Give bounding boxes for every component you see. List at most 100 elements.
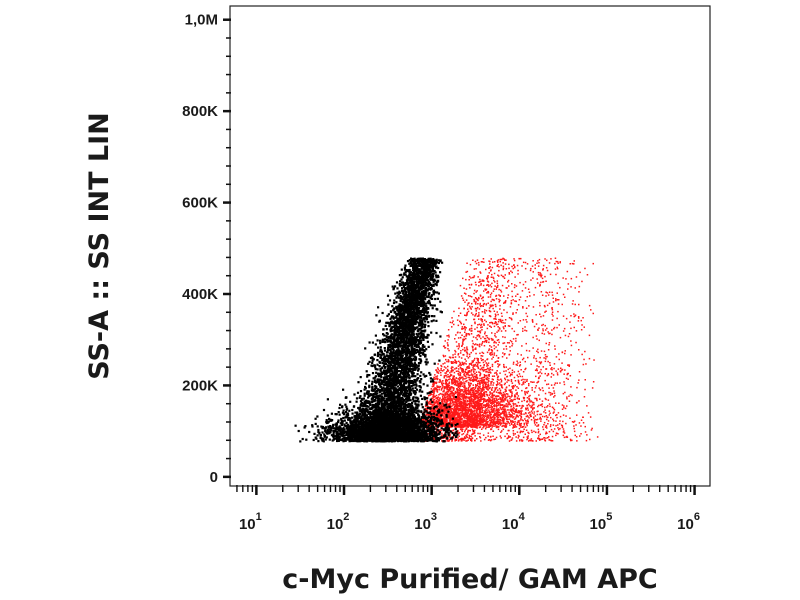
data-point <box>477 403 479 405</box>
data-point <box>537 260 539 262</box>
data-point <box>544 439 546 441</box>
data-point <box>476 290 478 292</box>
data-point <box>533 391 536 393</box>
data-point <box>436 386 439 389</box>
data-point <box>451 392 453 395</box>
data-point <box>508 371 511 374</box>
data-point <box>446 399 449 401</box>
data-point <box>471 306 473 308</box>
data-point <box>499 421 501 423</box>
data-point <box>455 401 458 404</box>
data-point <box>463 390 466 392</box>
data-point <box>470 327 473 330</box>
data-point <box>515 285 518 287</box>
data-point <box>492 290 495 292</box>
data-point <box>431 407 434 409</box>
data-point <box>486 418 488 420</box>
data-point <box>483 380 485 382</box>
data-point <box>575 330 578 332</box>
data-point <box>443 375 446 377</box>
data-point <box>488 348 491 350</box>
data-point <box>480 283 482 285</box>
data-point <box>475 427 478 429</box>
data-point <box>503 277 506 279</box>
data-point <box>507 368 509 371</box>
data-point <box>483 364 485 366</box>
data-point <box>466 311 469 314</box>
data-point <box>433 411 435 414</box>
data-point <box>552 297 554 299</box>
data-point <box>464 327 466 329</box>
data-point <box>434 410 436 412</box>
data-point <box>480 392 482 394</box>
data-point <box>503 258 505 260</box>
data-point <box>457 410 460 412</box>
data-point <box>540 438 542 441</box>
data-point <box>458 344 460 347</box>
data-point <box>426 409 428 411</box>
data-point <box>546 406 548 408</box>
data-point <box>485 374 487 377</box>
data-point <box>459 352 462 354</box>
data-point <box>488 384 490 387</box>
data-point <box>477 405 480 407</box>
data-point <box>542 323 544 326</box>
data-point <box>435 376 437 378</box>
data-point <box>479 416 482 418</box>
data-point <box>430 397 433 400</box>
data-point <box>460 421 462 423</box>
data-point <box>466 417 469 420</box>
data-point <box>447 396 449 398</box>
data-point <box>449 386 452 388</box>
data-point <box>476 412 479 414</box>
data-point <box>475 337 477 339</box>
data-point <box>482 434 485 436</box>
data-point <box>461 406 464 408</box>
data-point <box>538 262 540 264</box>
data-point <box>468 391 470 393</box>
data-point <box>482 336 484 338</box>
data-point <box>550 424 552 426</box>
data-point <box>547 416 549 418</box>
data-point <box>500 400 502 402</box>
data-point <box>483 391 486 393</box>
data-point <box>437 407 440 410</box>
data-point <box>538 273 540 276</box>
data-point <box>432 385 434 388</box>
data-point <box>462 389 464 391</box>
data-point <box>472 432 474 435</box>
data-point <box>534 387 537 389</box>
data-point <box>540 361 543 363</box>
data-point <box>489 421 492 424</box>
data-point <box>452 387 455 389</box>
data-point <box>468 367 470 369</box>
data-point <box>497 398 500 400</box>
data-point <box>473 368 475 370</box>
data-point <box>484 409 487 411</box>
data-point <box>489 412 491 415</box>
data-point <box>504 373 507 376</box>
data-point <box>433 381 436 383</box>
data-point <box>529 394 531 397</box>
data-point <box>484 309 486 311</box>
data-point <box>532 260 534 262</box>
data-point <box>425 420 428 422</box>
data-point <box>491 408 493 411</box>
data-point <box>493 421 496 423</box>
data-point <box>426 428 428 430</box>
data-point <box>468 353 471 356</box>
data-point <box>493 404 495 407</box>
data-point <box>489 436 492 438</box>
data-point <box>449 419 452 421</box>
data-point <box>539 413 541 416</box>
data-point <box>478 381 481 383</box>
data-point <box>486 404 489 407</box>
data-point <box>479 426 481 428</box>
data-point <box>480 319 482 321</box>
data-point <box>488 375 490 377</box>
data-point <box>544 305 546 308</box>
data-point <box>517 401 520 404</box>
data-point <box>481 318 483 321</box>
data-point <box>461 297 464 299</box>
data-point <box>478 330 481 333</box>
